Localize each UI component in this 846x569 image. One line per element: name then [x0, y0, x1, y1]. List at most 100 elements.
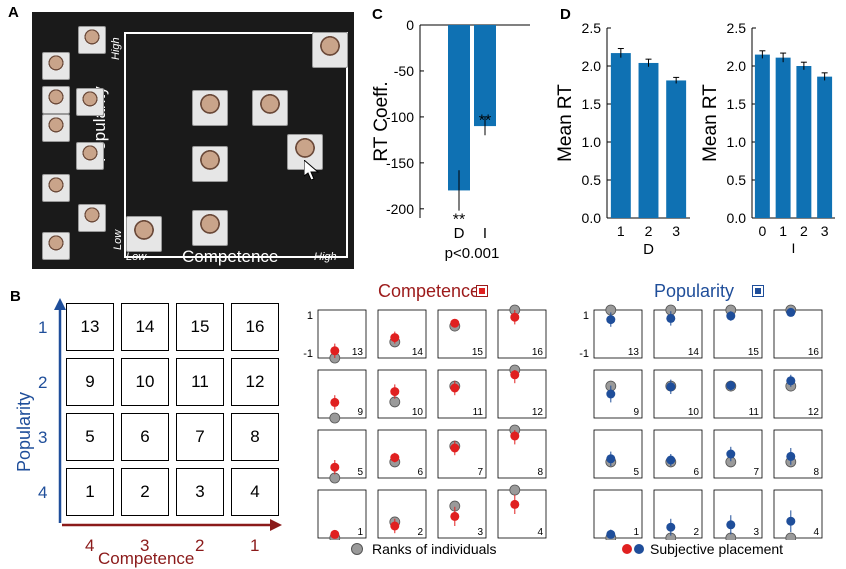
mini-plot-frame: [377, 429, 427, 479]
popularity-axis-title: Popularity: [14, 391, 34, 472]
subjective-marker: [330, 397, 340, 407]
competence-axis-arrow: [62, 519, 282, 531]
y-tick-label: 2.0: [582, 58, 602, 74]
face-thumbnail[interactable]: [42, 174, 70, 202]
competence-tick-label: 4: [85, 536, 95, 555]
y-high-label: High: [110, 37, 122, 60]
subjective-marker: [726, 520, 736, 530]
subjective-marker: [666, 522, 676, 532]
face-placed[interactable]: [252, 90, 288, 126]
mini-ytick-label: -1: [579, 348, 589, 360]
mini-plot-frame: [713, 489, 763, 539]
cell-number-label: 10: [412, 407, 424, 418]
rank-marker: [329, 472, 341, 484]
face-placed[interactable]: [192, 90, 228, 126]
cell-number-label: 3: [477, 527, 483, 538]
cell-number-label: 9: [357, 407, 363, 418]
x-tick-label: I: [792, 240, 796, 256]
x-tick-label: 0: [758, 223, 766, 239]
significance-label: **: [479, 112, 491, 129]
grid-cell: 16: [231, 303, 279, 351]
cell-number-label: 7: [477, 467, 483, 478]
grid-cell: 2: [121, 468, 169, 516]
face-thumbnail[interactable]: [42, 232, 70, 260]
grid-cell: 11: [176, 358, 224, 406]
subjective-marker: [786, 516, 796, 526]
panel-label-a: A: [8, 4, 19, 21]
subjective-marker: [726, 449, 736, 459]
face-placed[interactable]: [192, 146, 228, 182]
y-axis-label: Mean RT: [555, 84, 576, 162]
subjective-marker: [510, 431, 520, 441]
y-tick-label: -200: [386, 201, 414, 217]
legend-ranks-text: Ranks of individuals: [372, 541, 497, 557]
bar: [666, 80, 687, 218]
subjective-marker: [330, 462, 340, 472]
face-thumbnail[interactable]: [42, 52, 70, 80]
rank-marker-legend: [351, 543, 363, 555]
subjective-marker: [726, 311, 736, 321]
grid-cell: 4: [231, 468, 279, 516]
subjective-marker: [390, 387, 400, 397]
y-tick-label: 1.5: [727, 96, 747, 112]
popularity-tick-label: 3: [38, 428, 48, 447]
cell-number-label: 14: [688, 347, 700, 358]
mini-plot-frame: [497, 309, 547, 359]
y-low-label: Low: [112, 229, 124, 250]
cell-number-label: 16: [532, 347, 544, 358]
mini-plot-frame: [497, 429, 547, 479]
cell-number-label: 8: [537, 467, 543, 478]
face-placed[interactable]: [312, 32, 348, 68]
cell-number-label: 6: [417, 467, 423, 478]
face-thumbnail[interactable]: [78, 204, 106, 232]
face-placed[interactable]: [126, 216, 162, 252]
competence-axis-title: Competence: [98, 549, 195, 568]
y-tick-label: 0.5: [727, 172, 747, 188]
mini-plot-frame: [653, 489, 703, 539]
x-axis-label: D: [643, 241, 654, 258]
rank-marker: [785, 532, 797, 540]
competence-legend-square: [476, 285, 488, 297]
mini-plot-frame: [653, 429, 703, 479]
bar: [474, 25, 496, 127]
cell-number-label: 5: [633, 467, 639, 478]
popularity-tick-label: 4: [38, 483, 48, 502]
face-thumbnail[interactable]: [78, 26, 106, 54]
popularity-axis-arrow: [54, 298, 66, 523]
x-tick-label: 2: [800, 223, 808, 239]
cell-number-label: 1: [357, 527, 363, 538]
cell-number-label: 14: [412, 347, 424, 358]
grid-cell: 14: [121, 303, 169, 351]
mini-plot-frame: [593, 369, 643, 419]
cell-number-label: 8: [813, 467, 819, 478]
face-thumbnail[interactable]: [76, 142, 104, 170]
subjective-marker: [510, 312, 520, 322]
grid-cell: 7: [176, 413, 224, 461]
mini-plot-frame: [773, 489, 823, 539]
face-thumbnail[interactable]: [42, 86, 70, 114]
y-tick-label: 2.5: [727, 20, 747, 36]
cell-number-label: 1: [633, 527, 639, 538]
subjective-marker: [786, 307, 796, 317]
popularity-legend-square: [752, 285, 764, 297]
mini-plot-frame: [317, 369, 367, 419]
subjective-marker: [606, 454, 616, 464]
panel-label-b: B: [10, 288, 21, 305]
significance-label: **: [453, 212, 465, 229]
x-low-label: Low: [126, 251, 147, 263]
cell-number-label: 2: [693, 527, 699, 538]
mini-plot-frame: [593, 489, 643, 539]
cell-number-label: 6: [693, 467, 699, 478]
y-tick-label: 0.0: [582, 210, 602, 226]
mini-ytick-label: -1: [303, 348, 313, 360]
y-tick-label: 1.0: [582, 134, 602, 150]
subjective-marker: [330, 346, 340, 356]
face-thumbnail[interactable]: [76, 88, 104, 116]
placement-frame: [124, 32, 348, 258]
rank-marker: [509, 484, 521, 496]
cell-number-label: 3: [753, 527, 759, 538]
face-thumbnail[interactable]: [42, 114, 70, 142]
mini-plot-frame: [653, 369, 703, 419]
competence-scatter-grid: 13 14 15 169 10 11 125 6 7 81 2 3 41-1: [303, 304, 547, 540]
face-placed[interactable]: [192, 210, 228, 246]
